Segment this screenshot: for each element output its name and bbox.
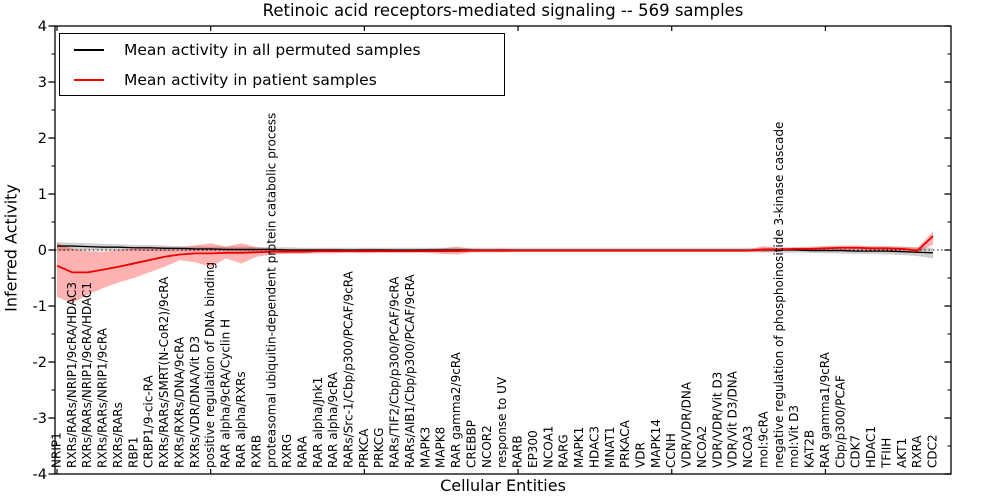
- y-tick-label: -4: [33, 467, 47, 483]
- x-tick-label: RAR gamma1/9cRA: [818, 351, 832, 468]
- x-tick-label: RAR alpha/9cRA/Cyclin H: [219, 319, 233, 468]
- x-tick-label: NRIP1: [50, 432, 64, 468]
- patient-line-sample-icon: [74, 78, 104, 81]
- x-tick-label: RAR alpha/Jnk1: [311, 377, 325, 468]
- y-tick-label: 3: [38, 75, 47, 91]
- x-tick-label: response to UV: [495, 376, 509, 468]
- x-tick-label: RARs/AIB1/Cbp/p300/PCAF/9cRA: [403, 274, 417, 468]
- patient-band: [57, 231, 933, 304]
- x-tick-label: PRKCG: [372, 428, 386, 468]
- x-tick-label: TFIIH: [879, 438, 893, 469]
- x-tick-label: positive regulation of DNA binding: [203, 262, 217, 468]
- legend-item-permuted: Mean activity in all permuted samples: [60, 35, 504, 64]
- x-tick-label: RXRG: [280, 434, 294, 468]
- legend-item-patient: Mean activity in patient samples: [60, 65, 504, 94]
- x-tick-label: VDR/Vit D3/DNA: [726, 370, 740, 468]
- x-tick-label: EP300: [526, 430, 540, 468]
- x-tick-label: RXRs/RARs/NRIP1/9cRA/HDAC3: [65, 282, 79, 468]
- x-tick-label: proteasomal ubiquitin-dependent protein …: [265, 113, 279, 468]
- x-tick-label: CRBP1/9-cic-RA: [142, 374, 156, 468]
- x-tick-label: RXRs/RARs/NRIP1/9cRA/HDAC1: [80, 282, 94, 468]
- x-tick-label: Cbp/p300/PCAF: [833, 375, 847, 468]
- x-tick-label: CREBBP: [464, 420, 478, 468]
- x-tick-label: RBP1: [126, 437, 140, 468]
- legend-label-permuted: Mean activity in all permuted samples: [124, 40, 421, 59]
- y-tick-label: -3: [33, 411, 47, 427]
- x-tick-label: RARA: [295, 435, 309, 468]
- x-tick-label: MAPK14: [649, 419, 663, 468]
- x-tick-label: NCOA3: [741, 426, 755, 468]
- x-tick-label: CCNH: [664, 433, 678, 468]
- legend-label-patient: Mean activity in patient samples: [124, 70, 377, 89]
- chart-title: Retinoic acid receptors-mediated signali…: [262, 1, 744, 20]
- x-tick-label: PRKCA: [357, 428, 371, 468]
- x-tick-label: PRKACA: [618, 419, 632, 468]
- x-tick-label: RXRs/RARs: [111, 402, 125, 468]
- x-tick-label: RARG: [557, 434, 571, 468]
- x-tick-label: HDAC3: [587, 426, 601, 468]
- x-tick-label: HDAC1: [864, 426, 878, 468]
- x-tick-label: RAR gamma2/9cRA: [449, 351, 463, 468]
- x-tick-label: mol:Vit D3: [787, 405, 801, 468]
- x-tick-label: KAT2B: [803, 430, 817, 468]
- x-tick-label: NCOA2: [695, 426, 709, 468]
- permuted-line-sample-icon: [74, 48, 104, 51]
- x-tick-label: RARs/Src-1/Cbp/p300/PCAF/9cRA: [342, 270, 356, 468]
- y-tick-label: -2: [33, 355, 47, 371]
- x-tick-label: VDR/VDR/DNA: [680, 381, 694, 468]
- x-tick-label: RARB: [511, 435, 525, 468]
- x-tick-label: NCOR2: [480, 425, 494, 468]
- x-tick-label: RXRs/VDR/DNA/Vit D3: [188, 336, 202, 468]
- x-tick-label: VDR: [634, 442, 648, 468]
- x-tick-label: RXRs/RXRs/DNA/9cRA: [172, 336, 186, 468]
- x-tick-label: RARs/TIF2/Cbp/p300/PCAF/9cRA: [388, 276, 402, 468]
- y-tick-label: 0: [38, 243, 47, 259]
- x-tick-label: NCOA1: [541, 426, 555, 468]
- x-tick-label: MAPK8: [434, 427, 448, 468]
- x-tick-label: negative regulation of phosphoinositide …: [772, 122, 786, 468]
- x-tick-label: CDK7: [849, 435, 863, 468]
- x-tick-label: MAPK3: [418, 427, 432, 468]
- x-tick-label: RAR alpha/RXRs: [234, 371, 248, 468]
- x-tick-label: MAPK1: [572, 427, 586, 468]
- x-tick-label: RAR alpha/9cRA: [326, 371, 340, 468]
- patient-mean-line: [56, 235, 934, 274]
- x-tick-label: RXRs/RARs/NRIP1/9cRA: [96, 327, 110, 468]
- x-axis-label: Cellular Entities: [440, 476, 566, 495]
- x-tick-label: mol:9cRA: [756, 411, 770, 468]
- y-axis-label: Inferred Activity: [1, 184, 21, 312]
- y-tick-label: 2: [38, 131, 47, 147]
- x-tick-label: MNAT1: [603, 426, 617, 468]
- y-tick-label: -1: [33, 299, 47, 315]
- x-tick-label: RXRB: [249, 435, 263, 468]
- y-tick-label: 4: [38, 19, 47, 35]
- x-tick-label: CDC2: [926, 434, 940, 468]
- x-tick-label: AKT1: [895, 438, 909, 468]
- x-tick-label: RXRA: [910, 435, 924, 468]
- legend: Mean activity in all permuted samples Me…: [59, 33, 505, 96]
- y-tick-label: 1: [38, 187, 47, 203]
- x-tick-label: RXRs/RARs/SMRT(N-CoR2)/9cRA: [157, 276, 171, 468]
- x-tick-label: VDR/VDR/Vit D3: [710, 372, 724, 468]
